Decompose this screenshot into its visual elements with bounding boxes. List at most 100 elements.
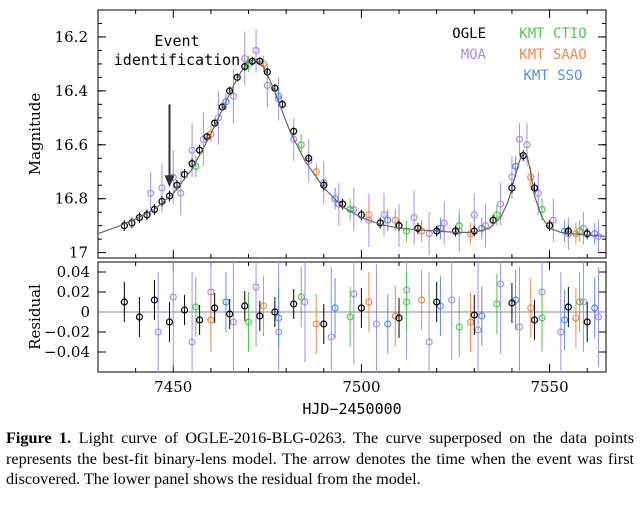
data-point bbox=[583, 230, 591, 238]
data-point bbox=[214, 114, 223, 122]
y-tick-label: −0.02 bbox=[44, 323, 90, 341]
data-point bbox=[275, 92, 283, 100]
data-point bbox=[557, 328, 565, 336]
x-axis-label: HJD−2450000 bbox=[302, 400, 401, 418]
data-point bbox=[244, 318, 253, 326]
caption-text: Light curve of OGLE-2016-BLG-0263. The c… bbox=[6, 429, 635, 488]
data-point bbox=[290, 127, 298, 135]
data-point bbox=[365, 298, 373, 306]
data-point bbox=[583, 318, 591, 326]
data-point bbox=[433, 298, 441, 306]
data-point bbox=[474, 326, 482, 334]
data-point bbox=[579, 298, 588, 306]
data-point bbox=[233, 73, 241, 81]
data-point bbox=[564, 227, 572, 235]
data-point bbox=[508, 184, 516, 192]
x-tick-label: 7500 bbox=[342, 378, 380, 396]
data-point bbox=[549, 216, 557, 224]
data-point bbox=[572, 314, 580, 322]
data-point bbox=[158, 184, 166, 192]
data-point bbox=[508, 299, 516, 307]
data-point bbox=[290, 135, 298, 143]
data-point bbox=[448, 296, 456, 304]
data-point bbox=[470, 211, 478, 219]
data-point bbox=[384, 216, 392, 224]
data-point bbox=[478, 312, 486, 320]
legend-entry: OGLE bbox=[452, 26, 486, 42]
data-point bbox=[256, 312, 264, 320]
data-point bbox=[335, 200, 343, 208]
data-point bbox=[391, 216, 399, 224]
data-point bbox=[576, 298, 584, 306]
data-point bbox=[297, 293, 305, 301]
data-point bbox=[226, 310, 234, 318]
data-point bbox=[275, 314, 283, 322]
data-point bbox=[150, 205, 159, 214]
data-point bbox=[534, 189, 542, 197]
data-point bbox=[188, 146, 196, 154]
x-tick-label: 7550 bbox=[530, 378, 568, 396]
data-point bbox=[327, 333, 335, 341]
data-point bbox=[147, 189, 155, 197]
data-point bbox=[564, 303, 572, 311]
data-point bbox=[455, 222, 463, 230]
y-tick-label: 0.04 bbox=[57, 263, 90, 281]
data-point bbox=[271, 308, 279, 316]
legend-entry: KMT SAAO bbox=[519, 47, 586, 63]
data-point bbox=[135, 313, 143, 321]
data-point bbox=[350, 205, 358, 214]
y-tick-label: 16.6 bbox=[55, 136, 88, 154]
data-point bbox=[192, 303, 200, 311]
data-point bbox=[305, 154, 313, 162]
residual-frame bbox=[97, 261, 607, 373]
data-point bbox=[177, 189, 185, 197]
data-point bbox=[263, 81, 271, 90]
data-point bbox=[414, 224, 422, 232]
data-point bbox=[290, 300, 298, 308]
legend-entry: MOA bbox=[461, 47, 487, 63]
data-point bbox=[515, 135, 524, 143]
data-point bbox=[493, 211, 501, 219]
data-point bbox=[180, 306, 189, 314]
data-point bbox=[169, 293, 177, 301]
data-point bbox=[357, 304, 366, 312]
x-tick-label: 7450 bbox=[154, 378, 192, 396]
caption-label: Figure 1. bbox=[6, 429, 72, 447]
data-point bbox=[561, 227, 569, 235]
axis-labels: HJD−2450000 Magnitude Residual bbox=[26, 93, 402, 418]
data-point bbox=[497, 200, 505, 208]
y-axis-label: Residual bbox=[26, 284, 44, 350]
data-point bbox=[523, 141, 531, 149]
data-point bbox=[154, 328, 162, 336]
data-point bbox=[252, 46, 260, 55]
data-point bbox=[512, 162, 520, 170]
data-point bbox=[211, 304, 219, 312]
data-point bbox=[391, 312, 399, 320]
data-point bbox=[207, 316, 215, 324]
data-point bbox=[241, 302, 249, 310]
data-point bbox=[312, 320, 320, 328]
data-point bbox=[301, 298, 309, 306]
data-point bbox=[455, 323, 463, 331]
figure-caption: Figure 1. Light curve of OGLE-2016-BLG-0… bbox=[6, 428, 634, 490]
y-tick-label: 16.2 bbox=[55, 28, 88, 46]
data-point bbox=[530, 316, 539, 324]
data-point bbox=[591, 230, 599, 238]
data-point bbox=[365, 211, 373, 219]
data-point bbox=[312, 168, 320, 176]
data-point bbox=[591, 304, 599, 312]
data-point bbox=[425, 338, 433, 346]
data-point bbox=[222, 98, 230, 106]
data-point bbox=[530, 184, 539, 192]
legend-entry: KMT CTIO bbox=[519, 26, 586, 42]
data-point bbox=[320, 320, 328, 328]
data-point bbox=[331, 195, 339, 203]
data-point bbox=[196, 316, 204, 324]
y-axis-label: Magnitude bbox=[26, 93, 44, 176]
data-point bbox=[331, 304, 339, 312]
data-point bbox=[229, 318, 238, 326]
data-point bbox=[493, 300, 501, 308]
data-point bbox=[515, 323, 524, 331]
